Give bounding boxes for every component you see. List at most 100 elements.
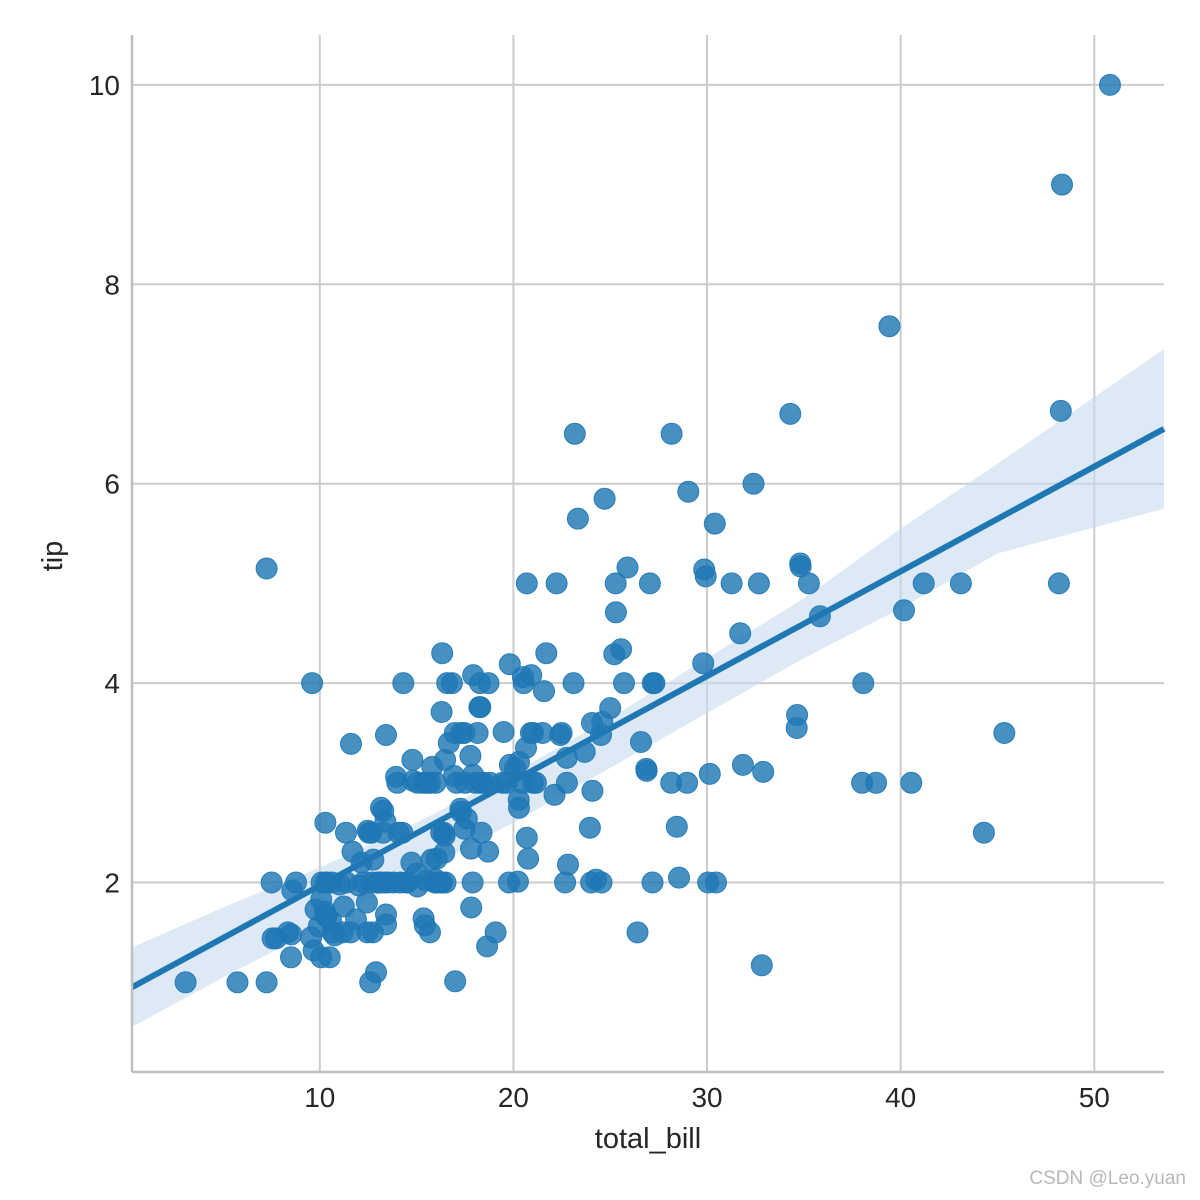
data-point xyxy=(477,672,500,695)
data-point xyxy=(566,507,589,530)
data-point xyxy=(260,871,283,894)
data-point xyxy=(638,572,661,595)
data-point xyxy=(900,771,923,794)
data-point xyxy=(375,724,397,746)
data-point xyxy=(590,871,613,894)
data-point xyxy=(668,866,690,889)
data-point xyxy=(865,771,888,794)
data-point xyxy=(786,704,809,726)
data-point xyxy=(533,680,555,703)
data-point xyxy=(742,472,765,495)
data-point xyxy=(698,762,721,785)
data-point xyxy=(340,732,362,755)
data-point xyxy=(430,701,453,723)
data-point xyxy=(705,871,727,894)
data-point xyxy=(581,779,604,802)
data-point xyxy=(469,696,492,719)
data-point xyxy=(365,961,387,984)
data-point xyxy=(174,971,197,994)
x-tick-label: 20 xyxy=(498,1082,529,1113)
data-point xyxy=(301,672,324,695)
data-point xyxy=(578,816,601,839)
data-point xyxy=(665,815,688,838)
data-point xyxy=(506,870,529,893)
confidence-band xyxy=(132,349,1164,1028)
data-point xyxy=(515,572,538,595)
data-point xyxy=(613,672,635,695)
y-tick-label: 10 xyxy=(89,70,120,101)
data-point xyxy=(440,672,463,695)
data-point xyxy=(401,748,424,771)
data-point xyxy=(949,572,972,595)
data-point xyxy=(285,871,307,894)
data-point xyxy=(747,572,770,595)
data-point xyxy=(729,622,752,645)
data-point xyxy=(752,760,775,783)
axis-spines xyxy=(130,35,1164,1074)
data-point xyxy=(660,422,683,445)
x-tick-label: 10 xyxy=(304,1082,335,1113)
data-point xyxy=(694,565,717,588)
data-point xyxy=(466,722,489,744)
y-tick-label: 4 xyxy=(104,668,120,699)
data-point xyxy=(878,315,901,338)
data-point xyxy=(226,971,249,994)
data-point xyxy=(535,642,558,665)
y-tick-label: 8 xyxy=(104,269,120,300)
data-point xyxy=(515,826,538,849)
data-point xyxy=(557,853,579,876)
data-point xyxy=(459,744,482,767)
x-tick-label: 50 xyxy=(1079,1082,1110,1113)
data-point xyxy=(720,572,743,595)
data-point xyxy=(433,824,456,847)
data-point xyxy=(419,921,441,944)
data-point xyxy=(280,946,302,969)
data-point xyxy=(676,771,699,794)
data-point xyxy=(555,771,578,794)
watermark: CSDN @Leo.yuan xyxy=(1029,1168,1186,1189)
x-tick-label: 30 xyxy=(691,1082,722,1113)
data-point xyxy=(563,422,586,445)
x-axis-label: total_bill xyxy=(595,1123,701,1155)
data-point xyxy=(314,811,337,834)
data-point xyxy=(604,601,627,624)
data-point xyxy=(893,599,915,622)
data-point xyxy=(444,970,467,993)
data-point xyxy=(1047,572,1070,595)
data-point xyxy=(562,672,585,695)
data-point xyxy=(434,871,457,894)
data-point xyxy=(524,771,547,794)
data-point xyxy=(280,923,303,946)
data-point xyxy=(731,753,754,776)
data-point xyxy=(375,903,397,926)
data-point xyxy=(1099,73,1121,96)
data-point xyxy=(318,946,341,969)
data-point xyxy=(508,796,530,819)
data-point xyxy=(641,871,664,894)
data-point xyxy=(610,638,633,661)
data-point xyxy=(630,731,652,753)
data-point xyxy=(643,672,666,695)
data-point xyxy=(797,572,820,595)
data-point xyxy=(616,556,639,579)
data-point xyxy=(424,771,447,794)
tick-labels: 10 20 30 40 50 2 4 6 8 10 xyxy=(89,70,1110,1113)
data-point xyxy=(392,672,415,695)
data-point xyxy=(461,871,484,894)
data-point xyxy=(635,757,658,780)
data-point xyxy=(1049,399,1072,422)
data-point xyxy=(1051,173,1073,196)
y-axis-label: tip xyxy=(37,541,69,572)
data-point xyxy=(626,921,649,944)
data-point xyxy=(593,487,616,510)
data-point xyxy=(517,847,540,870)
data-point xyxy=(355,891,378,914)
y-tick-label: 6 xyxy=(104,469,120,500)
regression-line-layer xyxy=(130,426,1166,990)
data-point xyxy=(993,722,1016,744)
data-point xyxy=(703,512,726,535)
data-point xyxy=(599,697,622,720)
data-point xyxy=(484,921,507,944)
data-point xyxy=(255,971,278,994)
